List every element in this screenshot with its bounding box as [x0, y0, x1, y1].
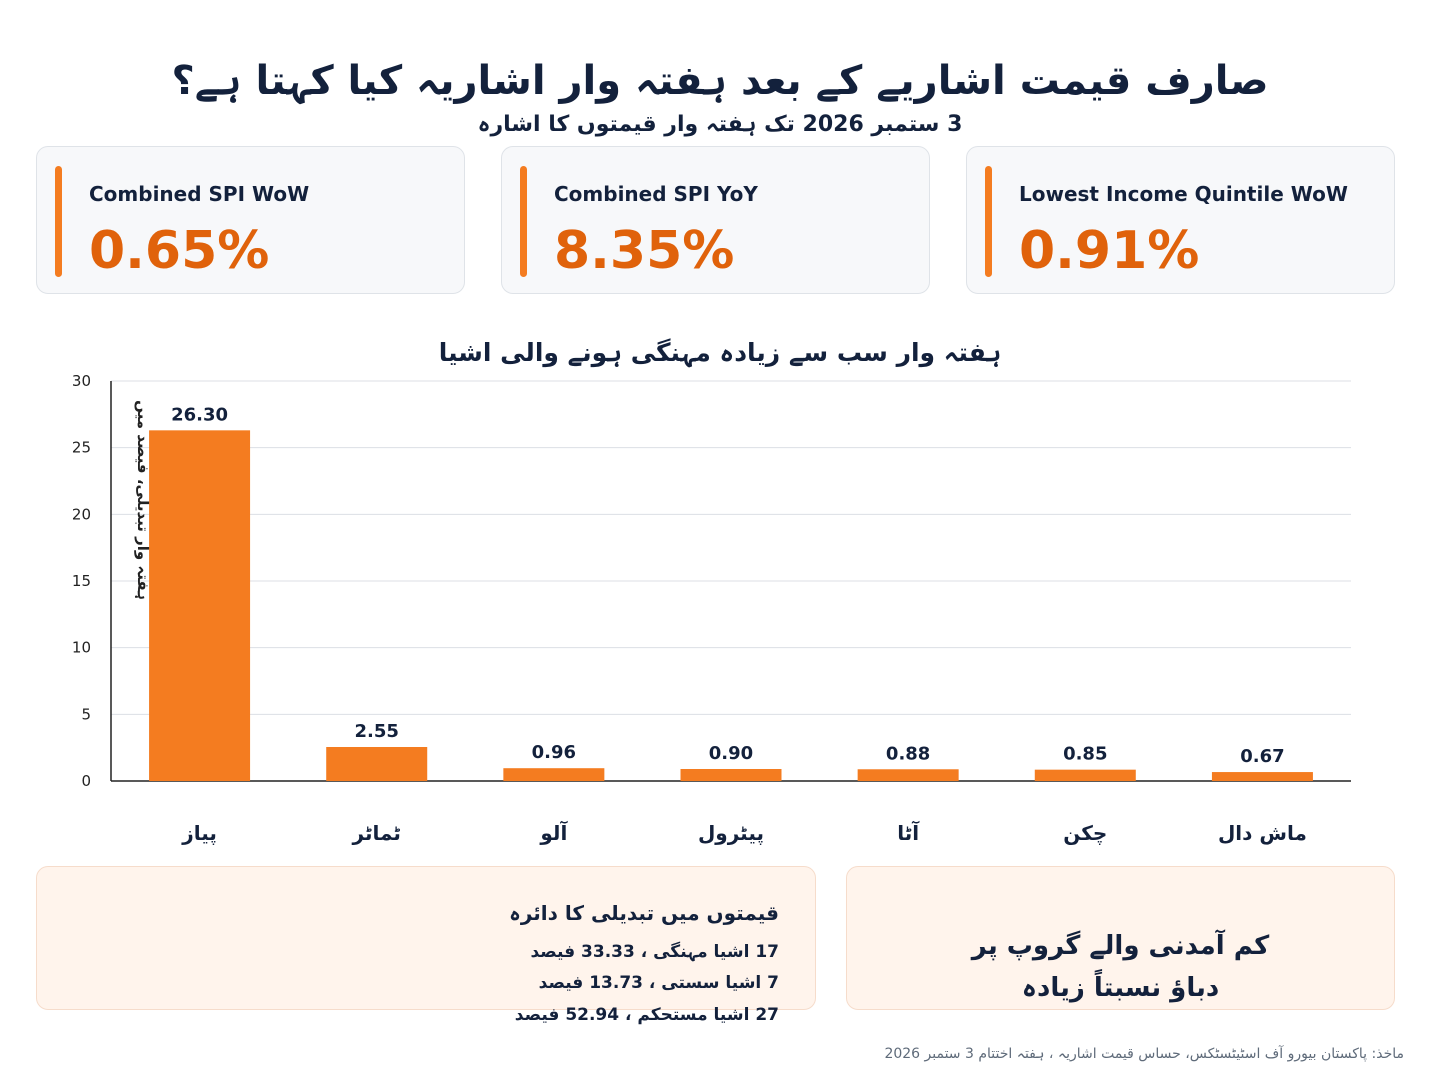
- low-income-pressure-panel: کم آمدنی والے گروپ پر دباؤ نسبتاً زیادہ: [846, 866, 1395, 1010]
- page-subtitle: 3 ستمبر 2026 تک ہفتہ وار قیمتوں کا اشارہ: [477, 112, 963, 137]
- bar: [326, 747, 428, 781]
- x-tick-label: ٹماٹر: [352, 821, 401, 845]
- kpi-value: 0.65%: [89, 221, 270, 281]
- chart-title: ہفتہ وار سب سے زیادہ مہنگی ہونے والی اشی…: [438, 338, 1002, 367]
- y-tick-label: 20: [72, 505, 91, 523]
- kpi-card-combined-yoy: Combined SPI YoY 8.35%: [501, 146, 930, 294]
- y-tick-label: 10: [72, 639, 91, 657]
- x-tick-label: ماش دال: [1218, 821, 1307, 845]
- kpi-label: Combined SPI WoW: [89, 182, 310, 206]
- range-line-cheaper: 7 اشیا سستی ، 13.73 فیصد: [538, 973, 779, 993]
- y-tick-label: 0: [81, 772, 91, 790]
- y-tick-label: 30: [72, 372, 91, 390]
- y-tick-label: 5: [81, 705, 91, 723]
- kpi-accent-bar: [520, 166, 527, 277]
- y-tick-label: 15: [72, 572, 91, 590]
- x-tick-label: آلو: [539, 820, 568, 845]
- kpi-accent-bar: [985, 166, 992, 277]
- pressure-message: کم آمدنی والے گروپ پر دباؤ نسبتاً زیادہ: [847, 925, 1394, 1009]
- bar-value-label: 0.67: [1240, 746, 1284, 767]
- kpi-label: Combined SPI YoY: [554, 182, 758, 206]
- kpi-value: 0.91%: [1019, 221, 1200, 281]
- x-tick-label: چکن: [1063, 821, 1107, 846]
- kpi-accent-bar: [55, 166, 62, 277]
- bar: [1034, 769, 1136, 781]
- x-tick-label: پیٹرول: [698, 821, 764, 846]
- page-title: صارف قیمت اشاریے کے بعد ہفتہ وار اشاریہ …: [171, 58, 1269, 104]
- price-change-range-panel: قیمتوں میں تبدیلی کا دائرہ 17 اشیا مہنگی…: [36, 866, 816, 1025]
- bar-value-label: 26.30: [171, 404, 228, 425]
- range-panel-title: قیمتوں میں تبدیلی کا دائرہ: [509, 901, 779, 925]
- kpi-label: Lowest Income Quintile WoW: [1019, 182, 1348, 206]
- bar-value-label: 2.55: [355, 721, 399, 742]
- bar-value-label: 0.85: [1063, 744, 1107, 765]
- kpi-value: 8.35%: [554, 221, 735, 281]
- range-line-costlier: 17 اشیا مہنگی ، 33.33 فیصد: [530, 942, 779, 962]
- source-note: ماخذ: پاکستان بیورو آف اسٹیٹسٹکس، حساس ق…: [884, 1046, 1404, 1062]
- pressure-line-2: دباؤ نسبتاً زیادہ: [1021, 973, 1220, 1003]
- bar-value-label: 0.88: [886, 743, 930, 764]
- bar-value-label: 0.90: [709, 743, 753, 764]
- bar: [1211, 772, 1313, 781]
- bar: [503, 768, 605, 781]
- bar: [149, 430, 251, 781]
- pressure-line-1: کم آمدنی والے گروپ پر: [971, 931, 1270, 961]
- kpi-card-combined-wow: Combined SPI WoW 0.65%: [36, 146, 465, 294]
- range-line-stable: 27 اشیا مستحکم ، 52.94 فیصد: [514, 1005, 779, 1025]
- bar: [857, 769, 959, 781]
- kpi-card-lowest-quintile-wow: Lowest Income Quintile WoW 0.91%: [966, 146, 1395, 294]
- y-axis-label: ہفتہ وار تبدیلی، فیصد میں: [134, 400, 152, 600]
- bar-value-label: 0.96: [532, 742, 576, 763]
- y-tick-label: 25: [72, 439, 91, 457]
- x-tick-label: پیاز: [181, 821, 217, 846]
- bar-chart: 0 5 10 15 20 25 30 ہفتہ وار تبدیلی، فیصد میں 26.…: [72, 372, 1351, 846]
- bar: [680, 769, 782, 781]
- x-tick-label: آٹا: [897, 820, 920, 845]
